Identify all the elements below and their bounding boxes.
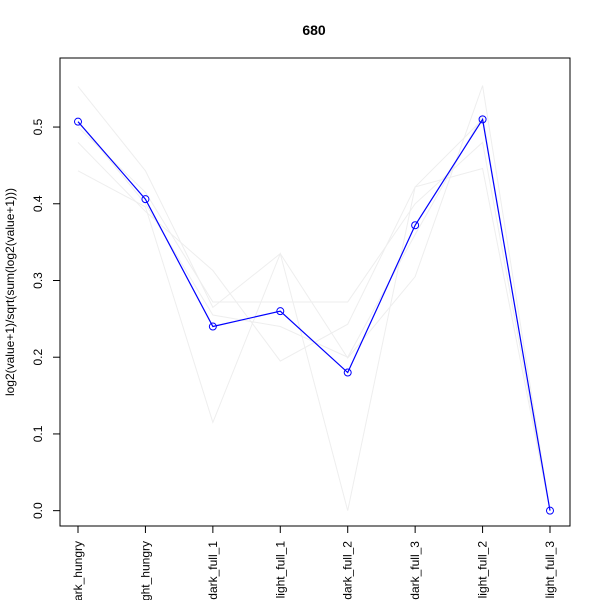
x-tick-label-dark_hungry: dark_hungry [71, 541, 85, 600]
x-tick-label-light_full_3: light_full_3 [543, 541, 557, 599]
x-tick-label-light_full_2: light_full_2 [476, 541, 490, 599]
y-axis: 0.0 0.1 0.2 0.3 0.4 0.5 [31, 118, 60, 519]
data-point-dark_full_3 [411, 221, 420, 230]
background-series-line-5 [77, 114, 551, 511]
background-series-line-4 [77, 126, 551, 511]
background-series-group [77, 85, 551, 511]
y-axis-label: log2(value+1)/sqrt(sum(log2(value+1))) [3, 188, 17, 396]
data-point-dark_full_1 [208, 322, 217, 331]
data-point-light_full_1 [276, 307, 285, 316]
x-tick-label-dark_full_2: dark_full_2 [341, 541, 355, 600]
y-tick-label-2: 0.2 [31, 349, 45, 366]
background-series-line-1 [77, 85, 551, 511]
y-tick-label-5: 0.5 [31, 118, 45, 135]
data-point-light_hungry [141, 195, 150, 204]
data-point-light_full_2 [478, 115, 487, 124]
data-point-dark_full_2 [343, 368, 352, 377]
plot-frame [59, 57, 571, 527]
series-line-1 [77, 117, 551, 511]
main-series-group [74, 115, 554, 515]
y-tick-label-4: 0.4 [31, 195, 45, 212]
background-series-line-2 [77, 167, 551, 511]
y-tick-label-3: 0.3 [31, 272, 45, 289]
x-tick-label-light_full_1: light_full_1 [273, 541, 287, 599]
x-tick-label-dark_full_3: dark_full_3 [408, 541, 422, 600]
x-tick-label-dark_full_1: dark_full_1 [206, 541, 220, 600]
data-point-dark_hungry [74, 117, 82, 126]
chart-title: 680 [302, 22, 326, 38]
y-tick-label-1: 0.1 [31, 425, 45, 442]
x-tick-label-light_hungry: light_hungry [138, 541, 152, 600]
x-axis: dark_hungry light_hungry dark_full_1 light_… [71, 526, 557, 605]
data-point-light_full_3 [546, 506, 554, 515]
y-tick-label-0: 0.0 [31, 502, 45, 519]
